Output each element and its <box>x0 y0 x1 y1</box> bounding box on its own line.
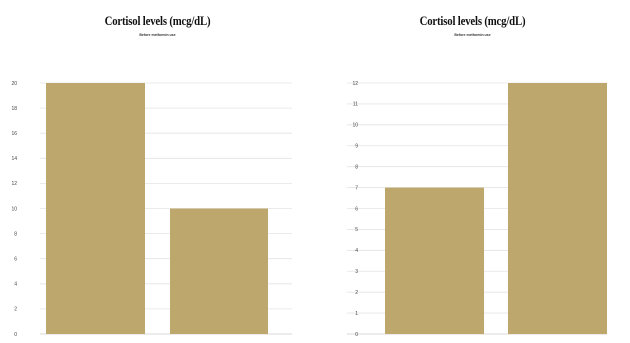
y-tick-label: 6 <box>14 257 17 263</box>
y-tick-label: 1 <box>355 311 358 317</box>
y-tick-label: 6 <box>355 206 358 212</box>
chart-subtitle: Before metformin use <box>454 33 491 37</box>
y-tick-label: 4 <box>14 282 17 288</box>
y-tick-label: 8 <box>355 164 358 170</box>
y-tick-label: 4 <box>355 248 358 254</box>
y-tick-label: 16 <box>11 131 17 137</box>
y-tick-label: 8 <box>14 231 17 237</box>
y-tick-label: 0 <box>14 332 17 338</box>
bar <box>170 208 268 334</box>
y-tick-label: 9 <box>355 144 358 150</box>
bar <box>385 187 484 334</box>
y-tick-label: 10 <box>11 206 17 212</box>
chart-subtitle: Before metformin use <box>139 33 176 37</box>
chart-title: Cortisol levels (mcg/dL) <box>104 14 211 28</box>
y-tick-label: 7 <box>355 185 358 191</box>
y-tick-label: 20 <box>11 81 17 87</box>
chart-panel-left: Cortisol levels (mcg/dL) Before metformi… <box>11 14 292 338</box>
bar <box>508 83 607 334</box>
y-tick-label: 3 <box>355 269 358 275</box>
y-tick-label: 2 <box>355 290 358 296</box>
y-tick-label: 0 <box>355 332 358 338</box>
bar-chart-left: 0 2 4 6 8 10 12 14 16 18 20 <box>11 81 292 338</box>
y-tick-label: 12 <box>11 181 17 187</box>
y-tick-label: 11 <box>353 102 358 108</box>
y-tick-label: 2 <box>14 307 17 313</box>
y-tick-label: 14 <box>11 156 17 162</box>
y-tick-label: 12 <box>352 81 358 87</box>
chart-panel-right: Cortisol levels (mcg/dL) Before metformi… <box>315 0 630 343</box>
y-tick-label: 18 <box>11 106 17 112</box>
y-tick-label: 5 <box>355 227 358 233</box>
bar <box>46 83 145 334</box>
y-tick-label: 10 <box>352 123 358 129</box>
chart-title: Cortisol levels (mcg/dL) <box>419 14 526 28</box>
